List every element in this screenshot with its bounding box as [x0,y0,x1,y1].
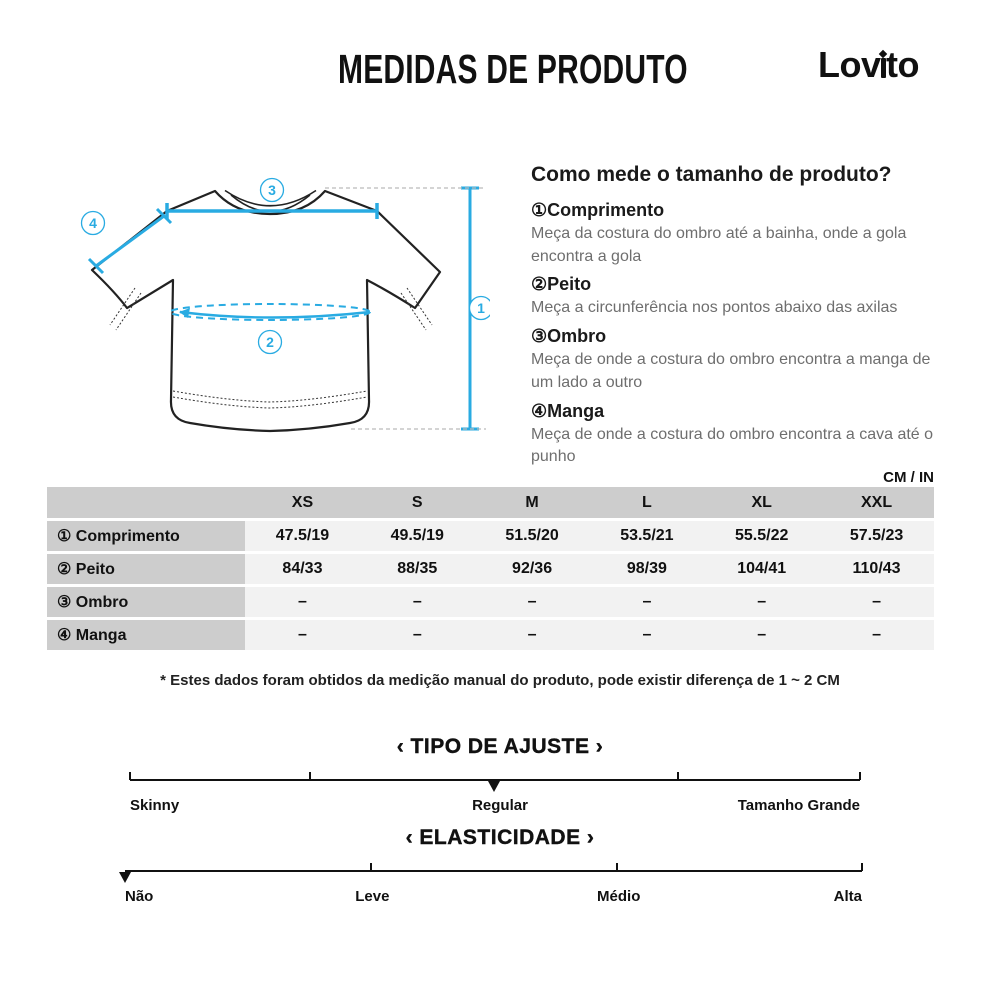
svg-text:3: 3 [268,182,276,198]
svg-text:2: 2 [266,334,274,350]
svg-text:1: 1 [477,300,485,316]
svg-text:4: 4 [89,215,97,231]
